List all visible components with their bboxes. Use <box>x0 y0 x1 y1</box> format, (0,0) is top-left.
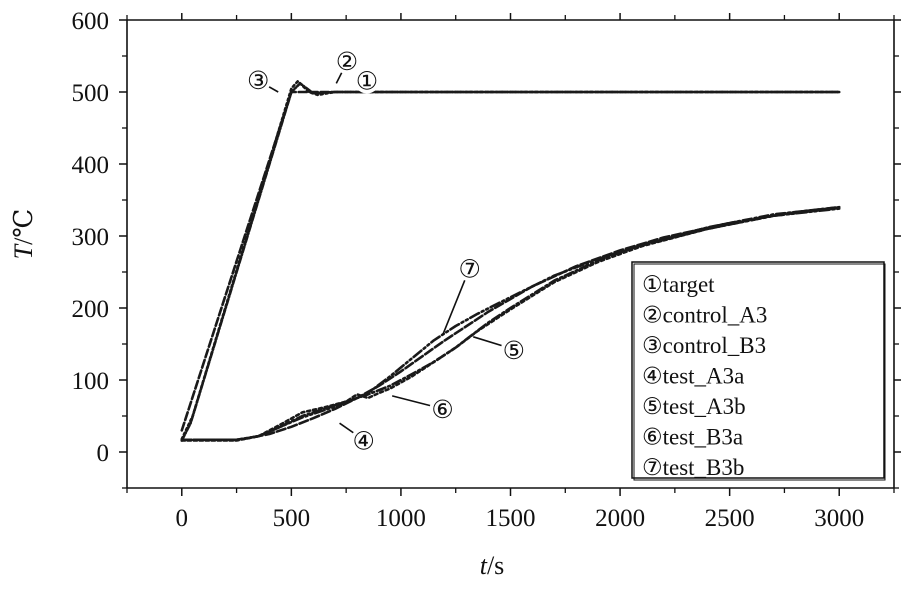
annotation-backdrop <box>353 67 380 94</box>
legend-entry: ②control_A3 <box>642 303 767 328</box>
x-tick-label: 500 <box>273 505 311 532</box>
y-tick-label: 0 <box>97 440 110 467</box>
legend-entry: ⑤test_A3b <box>642 394 746 419</box>
annotation-marker: ③ <box>247 68 269 95</box>
annotation-marker: ⑤ <box>503 338 525 365</box>
x-axis-label: t/s <box>480 551 505 580</box>
annotation-marker: ① <box>356 68 378 95</box>
annotation-backdrop <box>334 48 361 75</box>
legend-entry: ①target <box>642 272 715 297</box>
series-line-test-b3a <box>180 206 841 442</box>
legend-entry: ⑥test_B3a <box>642 425 743 450</box>
annotation-marker: ⑥ <box>431 397 453 424</box>
annotation-backdrop <box>429 395 456 422</box>
axis-ticks: 0 500 1000 1500 2000 2500 3000 0 100 200 300 400 500… <box>72 8 901 532</box>
legend-entry: ③control_B3 <box>642 333 766 358</box>
x-tick-label: 1500 <box>486 505 536 532</box>
legend-box-shadow <box>633 263 886 481</box>
annotation-leader <box>441 275 468 336</box>
legend: ①target ②control_A3 ③control_B3 ④test_A3a ⑤t… <box>631 261 886 481</box>
annotation-marker: ④ <box>352 428 374 455</box>
y-tick-label: 300 <box>72 224 110 251</box>
y-tick-label: 600 <box>72 8 110 35</box>
series-lines <box>180 79 841 442</box>
y-tick-label: 200 <box>72 296 110 323</box>
annotation-backdrop <box>456 255 483 282</box>
x-tick-label: 0 <box>176 505 189 532</box>
series-annotations: ①② ③ ④ ⑤ ⑥ ⑦ <box>245 48 527 455</box>
legend-entry: ④test_A3a <box>642 364 744 389</box>
legend-box <box>631 261 885 479</box>
x-tick-label: 2500 <box>705 505 755 532</box>
annotation-backdrop <box>350 427 377 454</box>
y-tick-label: 400 <box>72 152 110 179</box>
y-axis-label: T/℃ <box>9 209 38 260</box>
legend-entry: ⑦test_B3b <box>642 455 744 480</box>
x-tick-label: 1000 <box>376 505 426 532</box>
y-tick-label: 500 <box>72 80 110 107</box>
series-line-test-b3b <box>180 207 841 442</box>
annotation-leader <box>391 395 438 409</box>
x-tick-label: 3000 <box>814 505 864 532</box>
series-line-control-b3 <box>180 82 841 442</box>
y-tick-label: 100 <box>72 368 110 395</box>
annotation-backdrop <box>245 66 272 93</box>
x-tick-label: 2000 <box>595 505 645 532</box>
annotation-marker: ⑦ <box>459 256 481 283</box>
annotation-backdrop <box>500 336 527 363</box>
annotation-marker: ② <box>336 49 358 76</box>
